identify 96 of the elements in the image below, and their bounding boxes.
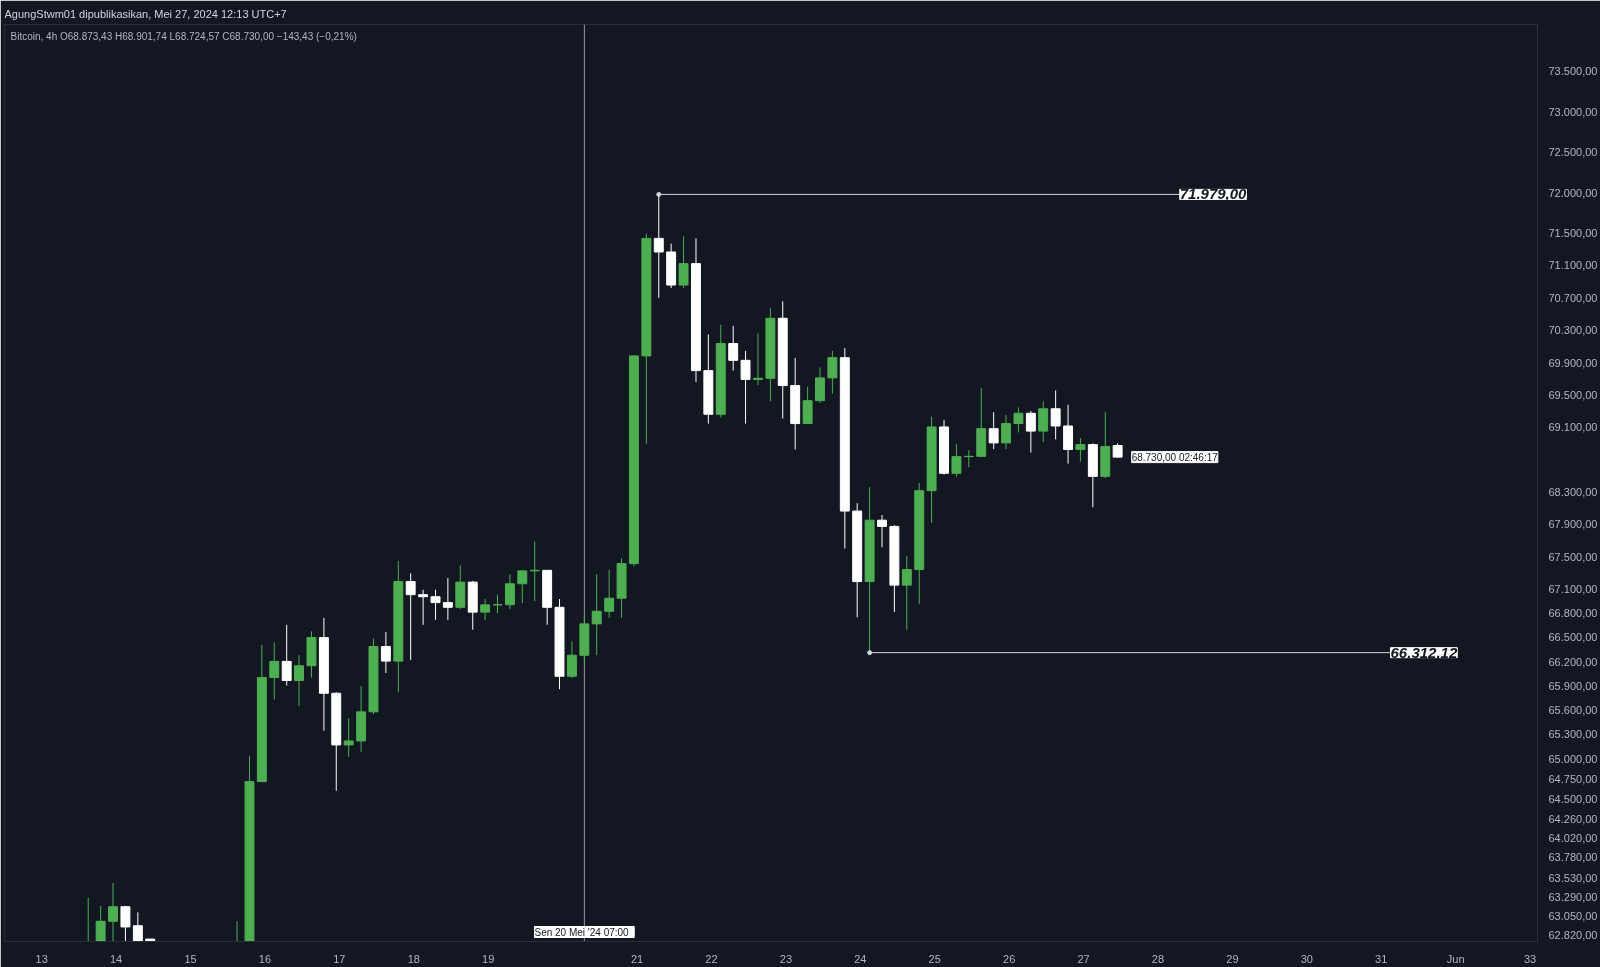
y-tick-label: 64.500,00: [1548, 793, 1598, 806]
candlestick: [951, 443, 962, 478]
y-tick-label: 67.900,00: [1548, 518, 1598, 531]
candlestick: [132, 911, 143, 942]
candlestick: [1075, 437, 1086, 463]
y-tick-label: 71.100,00: [1548, 259, 1598, 272]
candlestick: [120, 905, 131, 942]
y-tick-label: 66.800,00: [1548, 607, 1598, 620]
candlestick: [566, 640, 577, 679]
candlestick: [1063, 404, 1074, 465]
candlestick: [418, 589, 429, 626]
x-tick-label: 14: [110, 952, 123, 965]
x-tick-label: 17: [333, 952, 346, 965]
x-tick-label: 23: [779, 952, 793, 965]
x-tick-label: 13: [35, 952, 48, 965]
x-tick-label: 26: [1003, 952, 1016, 965]
annotation: 68.730,00 02:46:17: [1131, 451, 1219, 463]
candlestick: [753, 332, 763, 386]
candlestick: [802, 386, 813, 425]
x-tick-label: 24: [854, 952, 867, 965]
y-tick-label: 67.500,00: [1548, 550, 1598, 563]
candlestick: [281, 624, 292, 686]
candlestick: [604, 569, 615, 619]
candlestick: [529, 540, 540, 602]
candlestick: [430, 589, 441, 621]
y-tick-label: 66.500,00: [1548, 631, 1598, 644]
candlestick: [517, 569, 528, 604]
y-tick-label: 65.900,00: [1548, 679, 1598, 692]
x-tick-label: 21: [630, 952, 644, 965]
candlestick: [877, 514, 887, 548]
chart-title: Bitcoin, 4h O68.873,43 H68.901,74 L68.724,57 C68.730,00 −143,43 (−0,21%): [10, 30, 357, 42]
y-tick-label: 66.200,00: [1548, 655, 1598, 668]
y-tick-label: 65.300,00: [1548, 728, 1598, 741]
candlestick: [269, 641, 280, 700]
y-tick-label: 72.000,00: [1548, 186, 1598, 199]
y-tick-label: 65.600,00: [1548, 704, 1598, 717]
candlestick: [1038, 400, 1049, 443]
y-tick-label: 73.000,00: [1548, 105, 1598, 118]
candlestick: [815, 366, 825, 404]
candlestick: [405, 572, 416, 661]
y-tick-label: 64.020,00: [1548, 831, 1598, 844]
candlestick: [1013, 406, 1024, 433]
y-tick-label: 67.100,00: [1548, 582, 1598, 595]
y-tick-label: 69.900,00: [1548, 356, 1598, 369]
y-tick-label: 64.750,00: [1548, 772, 1598, 785]
x-tick-label: 22: [705, 952, 718, 965]
candlestick: [504, 573, 515, 610]
candlestick: [294, 654, 305, 707]
candlestick: [380, 631, 391, 674]
candlestick: [740, 350, 751, 425]
candlestick: [442, 577, 453, 621]
candlestick: [678, 235, 689, 289]
y-tick-label: 68.300,00: [1548, 485, 1598, 498]
y-tick-label: 63.050,00: [1548, 910, 1598, 923]
candlestick: [343, 717, 354, 758]
x-tick-label: 29: [1226, 952, 1239, 965]
x-tick-label: 18: [407, 952, 420, 965]
candlestick: [827, 350, 838, 395]
candlestick: [901, 555, 912, 631]
x-tick-label: Jun: [1446, 952, 1465, 965]
x-tick-label: 27: [1077, 952, 1090, 965]
x-tick-label: 30: [1300, 952, 1313, 965]
x-tick-label: 25: [928, 952, 941, 965]
y-tick-label: 63.780,00: [1548, 851, 1598, 864]
candlestick: [728, 325, 739, 372]
text: AgungStwm01 dipublikasikan, Mei 27, 2024 12:13 UTC+7: [4, 7, 287, 20]
candlestick: [1001, 414, 1011, 450]
annotation: 71.979,00: [1179, 185, 1248, 203]
candlestick: [108, 882, 118, 942]
candlestick: [1025, 410, 1036, 454]
x-tick-label: 16: [258, 952, 272, 965]
y-tick-label: 63.290,00: [1548, 891, 1598, 904]
y-tick-label: 71.500,00: [1548, 227, 1598, 240]
annotation: 66.312,12: [1390, 643, 1458, 661]
y-tick-label: 69.100,00: [1548, 421, 1598, 434]
x-tick-label: 15: [184, 952, 197, 965]
y-tick-label: 72.500,00: [1548, 146, 1598, 159]
candlestick: [1050, 389, 1061, 440]
x-tick-label: 19: [482, 952, 495, 965]
y-tick-label: 63.530,00: [1548, 871, 1598, 884]
y-tick-label: 64.260,00: [1548, 812, 1598, 825]
y-tick-label: 70.300,00: [1548, 324, 1598, 337]
y-tick-label: 65.000,00: [1548, 752, 1598, 765]
ref-line-label: Sen 20 Mei '24 07:00: [534, 926, 630, 938]
candlestick: [95, 905, 106, 942]
y-tick-label: 70.700,00: [1548, 291, 1598, 304]
candlestick: [591, 573, 602, 656]
x-tick-label: 31: [1375, 952, 1388, 965]
x-tick-label: 28: [1151, 952, 1165, 965]
y-tick-label: 69.500,00: [1548, 388, 1598, 401]
x-tick-label: 33: [1523, 952, 1537, 965]
y-tick-label: 73.500,00: [1548, 65, 1598, 78]
candlestick: [988, 411, 999, 450]
candlestick: [492, 594, 503, 614]
y-tick-label: 62.820,00: [1548, 929, 1598, 942]
candlestick: [480, 598, 491, 621]
